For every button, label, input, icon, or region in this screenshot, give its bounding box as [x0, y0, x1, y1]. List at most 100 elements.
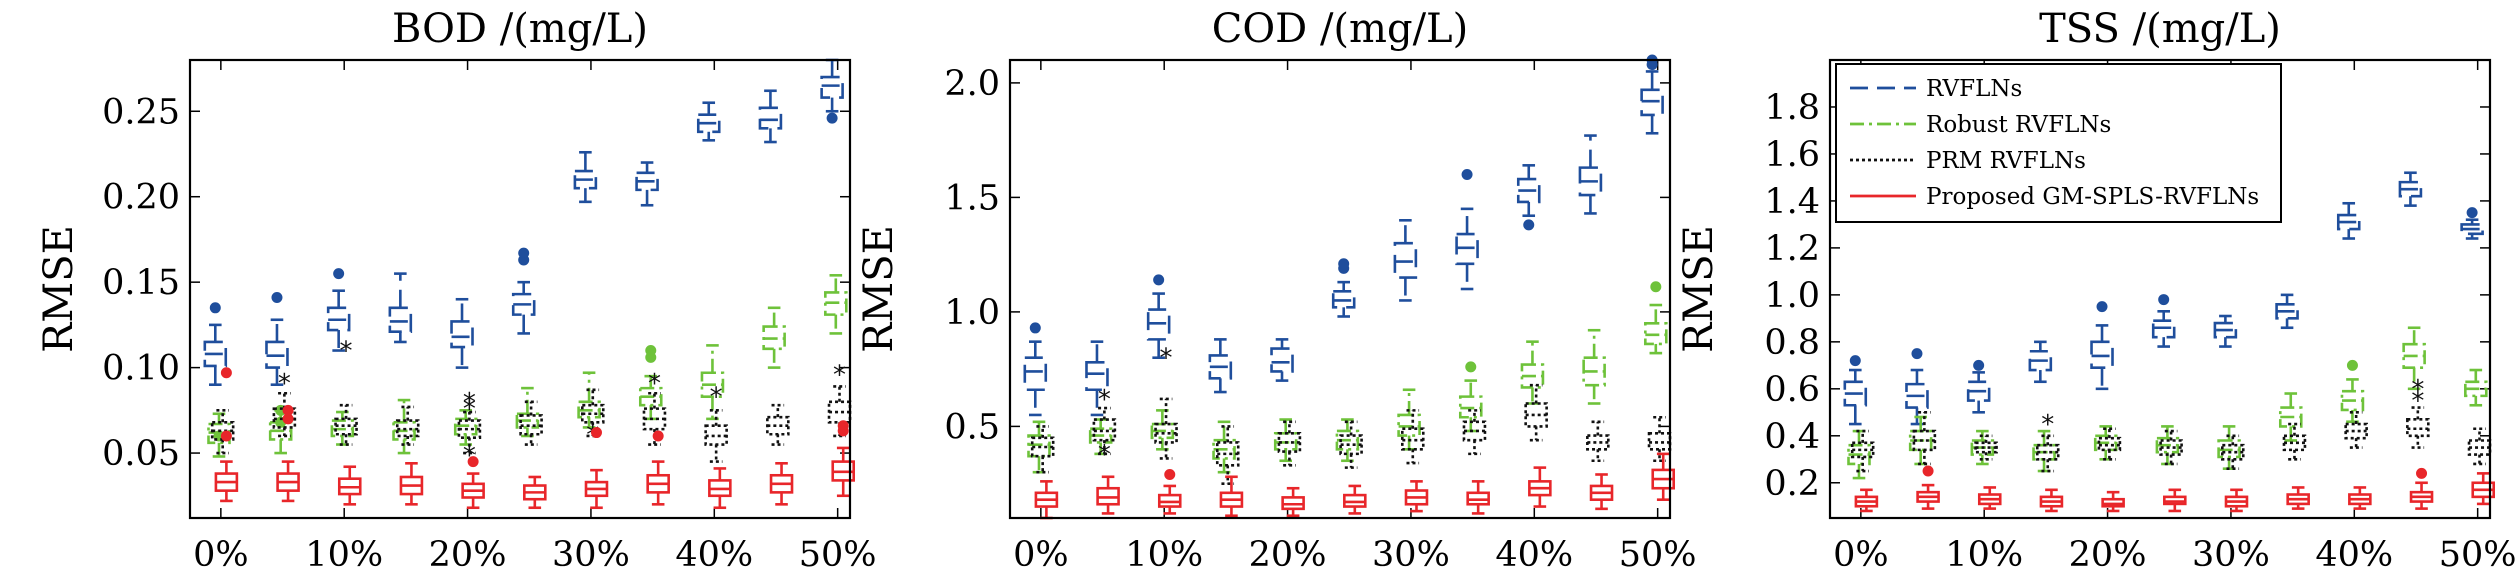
box-plot: [399, 462, 424, 506]
box-plot: [2348, 486, 2372, 510]
box-plot: *: [272, 369, 297, 438]
x-tick-label: 0%: [1013, 535, 1069, 575]
box-outlier: *: [463, 395, 476, 425]
subplot-2: COD /(mg/L) RMSE 0.5 1.0 1.5 2.0 0% 10% 20% 30% 40…: [856, 6, 1697, 575]
y-tick-label: 1.0: [944, 293, 1000, 333]
box-plot: [1277, 420, 1302, 467]
box-plot: *: [2035, 410, 2060, 473]
box-plot: [1146, 274, 1171, 360]
box-plot: [1578, 134, 1603, 215]
box-plot: [1219, 475, 1244, 518]
axes-frame: [1008, 58, 1672, 520]
box-plot: [1916, 465, 1940, 510]
box-outlier: [1911, 348, 1923, 360]
box-plot: [2275, 293, 2299, 330]
box-iqr: [766, 415, 790, 436]
box-plot: [1966, 359, 1991, 414]
y-tick-label: 1.4: [1764, 182, 1820, 222]
box-plot: [1027, 420, 1051, 474]
box-plot: [1343, 484, 1367, 515]
y-tick-label: 0.5: [944, 407, 1000, 447]
box-outlier: [220, 430, 232, 442]
box-plot: [1208, 338, 1233, 394]
x-tick-label: 10%: [1125, 535, 1203, 575]
box-plot: [1281, 486, 1305, 518]
box-iqr: [388, 306, 413, 334]
box-outlier: [1338, 258, 1350, 270]
series-prm-rvflns: *********: [210, 337, 852, 471]
box-outlier: [1523, 219, 1535, 231]
y-tick-label: 1.8: [1764, 88, 1820, 128]
box-plot: [519, 400, 543, 446]
box-iqr: [758, 106, 783, 130]
box-plot: [1466, 480, 1490, 515]
box-outlier: [1029, 322, 1041, 334]
x-tick-label: 30%: [552, 535, 630, 575]
box-plot: [2101, 490, 2125, 513]
legend: RVFLNs Robust RVFLNs PRM RVFLNs Proposed GM…: [1835, 63, 2282, 223]
box-plot: [1455, 169, 1479, 291]
box-iqr: [2282, 434, 2307, 452]
box-iqr: [1905, 382, 1929, 409]
chart-title: TSS /(mg/L): [2039, 6, 2281, 52]
box-iqr: [827, 400, 852, 424]
box-plot: [2159, 429, 2183, 466]
box-outlier: [2096, 301, 2108, 313]
series-rvflns: [203, 58, 844, 387]
box-outlier: [2416, 467, 2428, 479]
y-tick-label: 0.6: [1764, 370, 1820, 410]
box-outlier: *: [1098, 440, 1111, 470]
x-tick-label: 20%: [2069, 535, 2147, 575]
box-plot: [696, 101, 721, 142]
y-tick-label: 0.05: [102, 434, 180, 474]
box-plot: *: [580, 388, 605, 450]
x-tick-label: 20%: [429, 535, 507, 575]
box-outlier: *: [833, 360, 846, 390]
box-plot: [1096, 475, 1120, 515]
box-iqr: [2406, 418, 2430, 438]
box-outlier: *: [2411, 387, 2424, 417]
box-iqr: [1586, 434, 1610, 451]
box-plot: [2224, 488, 2249, 513]
box-plot: [203, 302, 228, 387]
box-plot: ***: [457, 388, 482, 471]
box-plot: **: [1092, 385, 1117, 470]
box-plot: [2213, 314, 2238, 348]
box-plot: [1905, 348, 1929, 426]
box-outlier: *: [1098, 385, 1111, 415]
box-plot: [326, 268, 351, 352]
box-iqr: [1640, 88, 1664, 117]
box-plot: [635, 161, 659, 207]
box-plot: [1273, 418, 1298, 463]
box-plot: [511, 247, 536, 335]
box-plot: [1331, 258, 1356, 318]
box-outlier: [1849, 355, 1861, 367]
box-plot: [1085, 340, 1109, 417]
axes-frame: [1828, 58, 2492, 520]
box-outlier: [590, 427, 602, 439]
box-plot: [2151, 294, 2176, 348]
y-axis-label: RMSE: [36, 225, 82, 353]
box-plot: [1647, 415, 1672, 463]
box-iqr: [1516, 177, 1541, 204]
box-plot: [2039, 488, 2064, 513]
box-plot: [762, 306, 786, 369]
y-tick-label: 0.2: [1764, 464, 1820, 504]
box-plot: [1270, 338, 1294, 382]
x-tick-label: 40%: [2315, 535, 2393, 575]
box-iqr: [511, 292, 536, 316]
x-tick-label: 30%: [2192, 535, 2270, 575]
box-plot: [1393, 219, 1418, 302]
box-plot: [2163, 488, 2187, 513]
box-plot: [265, 292, 289, 387]
box-plot: [1524, 383, 1548, 442]
box-plot: [1215, 425, 1240, 485]
box-iqr: [1085, 360, 1109, 392]
box-iqr: [1270, 347, 1294, 373]
x-tick-label: 50%: [1619, 535, 1697, 575]
box-plot: [2097, 427, 2122, 461]
box-plot: *: [334, 337, 358, 446]
box-iqr: [1647, 431, 1672, 451]
box-outlier: [282, 404, 294, 416]
box-iqr: [326, 306, 351, 332]
